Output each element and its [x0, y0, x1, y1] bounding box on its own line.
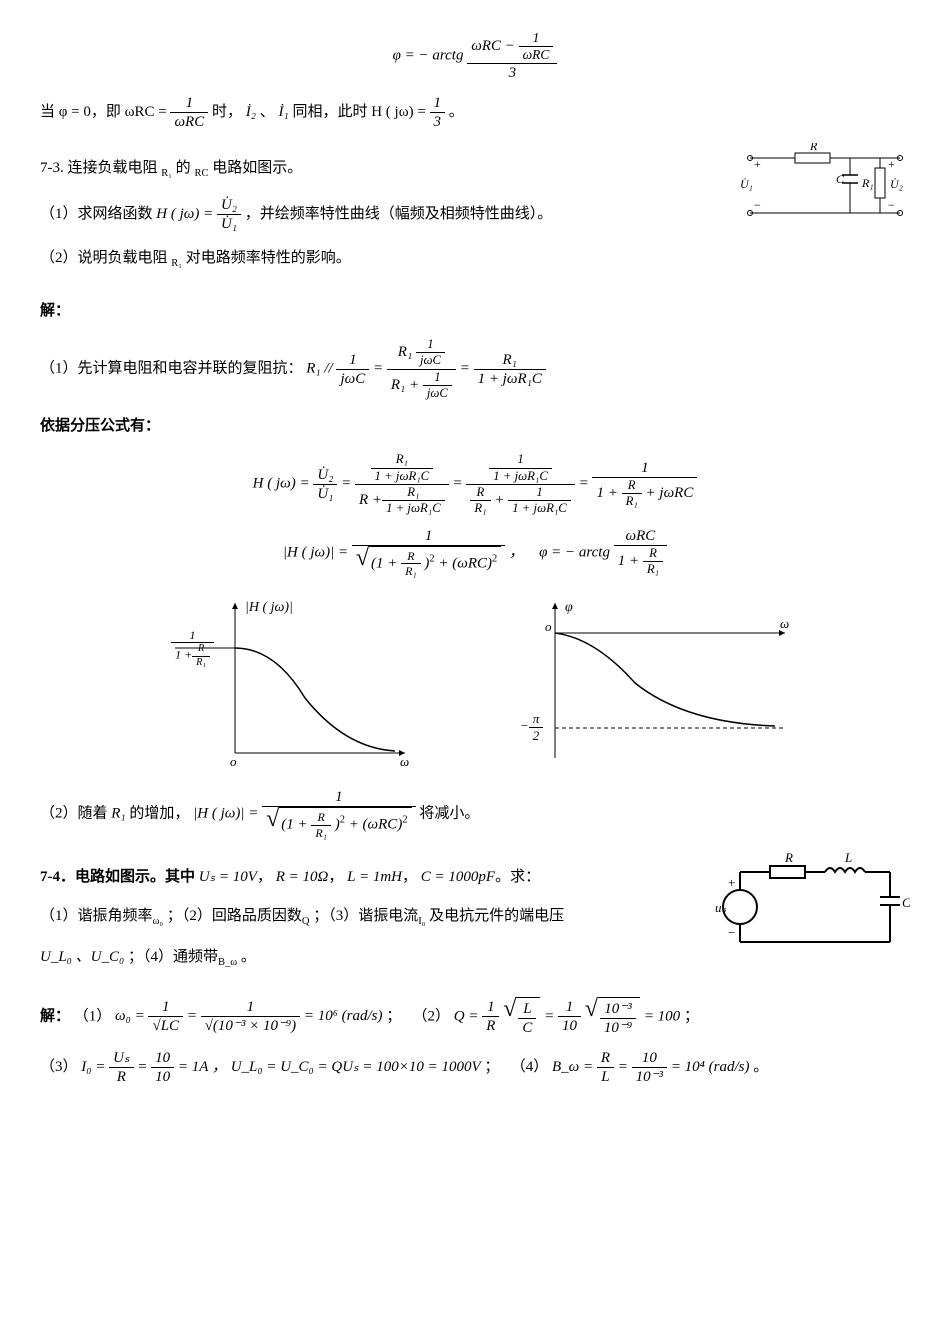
- circ2-C-label: C: [902, 895, 910, 910]
- sol-7-4: 解： （1） ω₀ = 1√LC = 1√(10⁻³ × 10⁻⁹) = 10⁶…: [40, 997, 910, 1037]
- line-phi-zero: 当 φ = 0，即 ωRC = 1ωRC 时， İ₂ 、 İ₁ 同相，此时 H …: [40, 94, 910, 131]
- circ2-R-label: R: [784, 852, 793, 865]
- chart1-ylabel: |H ( jω)|: [245, 600, 293, 615]
- sol-7-4-cont: （3） I₀ = UₛR = 1010 = 1A ， U_L₀ = U_C₀ =…: [40, 1049, 910, 1086]
- magnitude-chart: |H ( jω)| o ω 1 1 +RR₁: [145, 593, 425, 773]
- circuit-rlc: R L C uₛ + −: [710, 852, 910, 962]
- chart2-xlabel: ω: [780, 616, 789, 631]
- divider-formula-label: 依据分压公式有：: [40, 413, 910, 440]
- eq-top-lhs: φ = − arctg: [393, 48, 464, 64]
- problem-7-4-questions: （1）谐振角频率ω₀ ；（2）回路品质因数Q ；（3）谐振电流I₀ 及电抗元件的…: [40, 903, 690, 932]
- hjw-derivation: H ( jω) = U̇₂U̇₁ = R₁1 + jωR₁C R +R₁1 + …: [40, 452, 910, 516]
- magnitude-phase: |H ( jω)| = 1 √ (1 + RR₁ )2 + (ωRC)2 ， φ…: [40, 527, 910, 579]
- circ2-us-label: uₛ: [715, 900, 727, 915]
- svg-text:−: −: [754, 198, 761, 212]
- circ1-R-label: R: [809, 143, 818, 153]
- chart2-origin: o: [545, 619, 552, 634]
- eq-top: φ = − arctg ωRC − 1 ωRC 3: [40, 30, 910, 82]
- circ1-R1-label: R₁: [861, 176, 874, 190]
- answer-2: （2）随着 R₁ 的增加， |H ( jω)| = 1 √ (1 + RR₁ )…: [40, 788, 910, 840]
- problem-7-4: 7-4．电路如图示。其中 Uₛ = 10V， R = 10Ω， L = 1mH，…: [40, 864, 690, 891]
- circ1-U2-label: U̇₂: [890, 177, 903, 191]
- chart2-ylabel: φ: [565, 600, 573, 615]
- chart1-xlabel: ω: [400, 754, 409, 769]
- circ1-C-label: C: [836, 172, 845, 186]
- svg-text:+: +: [888, 157, 895, 171]
- svg-text:+: +: [728, 875, 735, 890]
- sol1-intro: （1）先计算电阻和电容并联的复阻抗： R₁ // 1jωC = R₁ 1jωC …: [40, 337, 910, 401]
- svg-text:−: −: [728, 925, 735, 940]
- question-2: （2）说明负载电阻 R₁ 对电路频率特性的影响。: [40, 245, 720, 274]
- problem-7-3-title: 7-3. 连接负载电阻 R₁ 的 RC 电路如图示。: [40, 155, 720, 184]
- question-1: （1）求网络函数 H ( jω) = U̇₂U̇₁ ，并绘频率特性曲线（幅频及相…: [40, 196, 720, 233]
- solution-label: 解：: [40, 298, 910, 325]
- circ2-L-label: L: [844, 852, 852, 865]
- circ1-U1-label: U̇₁: [740, 177, 753, 191]
- circuit-rc: R C R₁ U̇₁ U̇₂ + + − −: [740, 143, 910, 233]
- svg-text:−: −: [888, 198, 895, 212]
- svg-text:+: +: [754, 157, 761, 171]
- chart1-origin: o: [230, 754, 237, 769]
- phase-chart: φ o ω −π2: [505, 593, 805, 773]
